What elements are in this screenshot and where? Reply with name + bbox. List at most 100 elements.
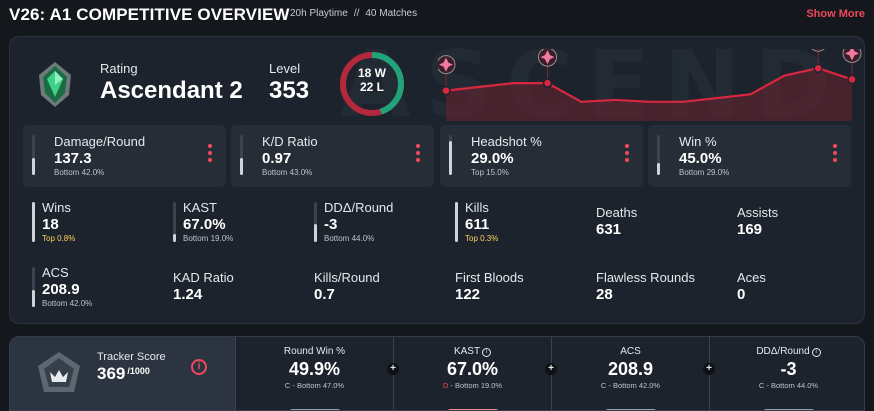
tracker-info-icon[interactable]: i [191, 359, 207, 375]
grade-letter: D [442, 381, 449, 390]
tracker-col-value: -3 [780, 359, 797, 379]
stat-assists: Assists 169 [737, 205, 864, 251]
more-options-icon[interactable] [833, 144, 837, 164]
stat-value: 122 [455, 286, 481, 303]
season-meta: 20h Playtime // 40 Matches [290, 8, 423, 19]
highlight-title: Win % [679, 134, 717, 149]
tracker-col-acs: ACS 208.9 C - Bottom 42.0% [551, 337, 709, 410]
tracker-col-title: DDΔ/Round i [710, 346, 864, 357]
match-count: 40 Matches [365, 8, 418, 19]
stat-kills: Kills 611 Top 0.3% [455, 200, 585, 246]
highlight-percentile: Bottom 29.0% [679, 168, 730, 177]
overview-card: ASCEND Rating Ascendant 2 Level 353 18 W… [9, 36, 865, 324]
highlight-headshot: Headshot % 29.0% Top 15.0% [440, 125, 643, 187]
tracker-col-title: ACS [620, 346, 641, 357]
tracker-score-max: /1000 [127, 366, 150, 376]
highlight-kd-ratio: K/D Ratio 0.97 Bottom 43.0% [231, 125, 434, 187]
stat-value: 611 [465, 216, 490, 233]
grade-letter: C [758, 381, 765, 390]
win-loss-text: 18 W 22 L [338, 66, 406, 94]
losses-count: 22 L [359, 80, 384, 94]
info-icon[interactable]: i [482, 348, 492, 357]
percentile-bar [657, 135, 660, 175]
percentile-bar [173, 202, 176, 242]
ascendant-rank-icon [39, 62, 71, 107]
percentile-fill [173, 234, 176, 242]
percentile-bar [240, 135, 243, 175]
win-arc [340, 52, 404, 116]
show-more-link[interactable]: Show More [806, 8, 865, 20]
rating-point[interactable] [441, 85, 451, 96]
stat-kast: KAST 67.0% Bottom 19.0% [173, 200, 303, 246]
stat-percentile: Bottom 44.0% [324, 234, 375, 243]
stat-kills-round: Kills/Round 0.7 [314, 270, 444, 316]
percentile-fill [455, 202, 458, 242]
playtime: 20h Playtime [290, 8, 348, 19]
stat-value: 0.7 [314, 286, 335, 303]
stat-title: DDΔ/Round [324, 200, 394, 215]
rating-value: Ascendant 2 [100, 77, 243, 104]
percentile-bar [314, 202, 317, 242]
more-options-icon[interactable] [416, 144, 420, 164]
grade-bar [448, 409, 498, 410]
grade-bar [764, 409, 814, 410]
highlight-percentile: Bottom 42.0% [54, 168, 105, 177]
info-icon[interactable]: i [811, 348, 821, 357]
stat-percentile: Top 0.8% [42, 234, 76, 243]
wins-count: 18 W [357, 66, 386, 80]
tracker-crown-icon [38, 352, 80, 392]
rank-badge-icon [438, 55, 456, 75]
tracker-score-number: 369 [97, 364, 126, 383]
stat-deaths: Deaths 631 [596, 205, 726, 251]
highlight-win-pct: Win % 45.0% Bottom 29.0% [648, 125, 851, 187]
stat-percentile: Bottom 19.0% [183, 234, 234, 243]
grade-letter: C [284, 381, 291, 390]
stat-flawless-rounds: Flawless Rounds 28 [596, 270, 726, 316]
stat-aces: Aces 0 [737, 270, 864, 316]
highlight-value: 137.3 [54, 150, 92, 167]
stat-value: 28 [596, 286, 613, 303]
highlight-percentile: Top 15.0% [471, 168, 509, 177]
win-loss-ring [340, 52, 404, 116]
grade-letter: C [600, 381, 607, 390]
tracker-score-value: 369/1000 [97, 364, 150, 384]
more-options-icon[interactable] [208, 144, 212, 164]
rating-line [445, 67, 853, 103]
rating-label: Rating [100, 61, 138, 76]
rating-area [446, 68, 852, 121]
rating-history-chart [438, 49, 862, 121]
highlight-title: Headshot % [471, 134, 542, 149]
more-options-icon[interactable] [625, 144, 629, 164]
rank-badge-icon [811, 49, 825, 52]
plus-icon: + [387, 363, 399, 375]
percentile-bar [455, 202, 458, 242]
percentile-fill [240, 157, 243, 175]
percentile-fill [657, 163, 660, 175]
highlight-title: Damage/Round [54, 134, 146, 149]
stat-percentile: Bottom 42.0% [42, 299, 93, 308]
stat-value: 18 [42, 216, 59, 233]
percentile-fill [449, 141, 452, 175]
stat-value: 169 [737, 221, 763, 238]
tracker-col-grade: C - Bottom 44.0% [710, 381, 864, 390]
percentile-bar [32, 202, 35, 242]
rank-badge-icon [538, 49, 557, 67]
grade-bar [290, 409, 340, 410]
rating-point[interactable] [813, 63, 823, 73]
stat-title: Aces [737, 270, 766, 285]
tracker-col-grade: D - Bottom 19.0% [394, 381, 551, 390]
grade-percentile: - Bottom 19.0% [448, 381, 503, 390]
rating-point[interactable] [542, 78, 553, 88]
stat-value: -3 [324, 216, 338, 233]
tracker-col-round-win: Round Win % 49.9% C - Bottom 47.0% [235, 337, 393, 410]
grade-percentile: - Bottom 42.0% [606, 381, 661, 390]
stat-title: Assists [737, 205, 779, 220]
tracker-score-bar: Tracker Score 369/1000 i Round Win % 49.… [9, 336, 865, 411]
tracker-col-value: 67.0% [446, 359, 499, 379]
stat-wins: Wins 18 Top 0.8% [32, 200, 162, 246]
rating-point[interactable] [847, 74, 857, 85]
level-value: 353 [269, 77, 310, 104]
highlight-value: 45.0% [679, 150, 722, 167]
rank-badge-icon [842, 49, 862, 63]
tracker-col-kast: KAST i 67.0% D - Bottom 19.0% [393, 337, 551, 410]
